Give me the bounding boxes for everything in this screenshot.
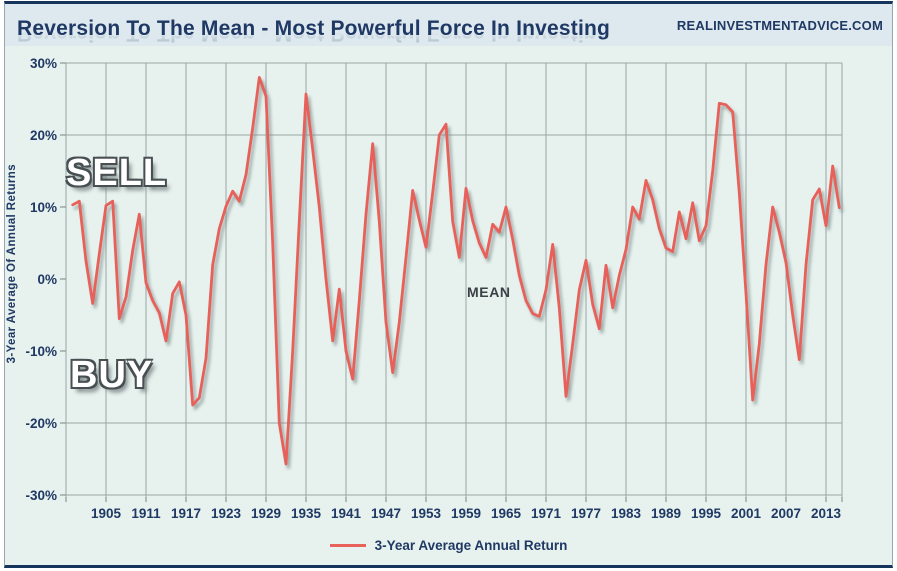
buy-label: BUY [70, 354, 154, 396]
y-axis-title: 3-Year Average Of Annual Returns [6, 164, 18, 364]
x-tick-label: 2001 [731, 506, 762, 521]
chart-frame: Reversion To The Mean - Most Powerful Fo… [4, 1, 893, 568]
reference-lines [66, 204, 842, 354]
legend: 3-Year Average Annual Return [5, 538, 892, 553]
title-bar: Reversion To The Mean - Most Powerful Fo… [5, 4, 892, 46]
mean-label: MEAN [467, 284, 511, 300]
y-tick-label: 10% [30, 200, 57, 215]
x-tick-label: 1905 [91, 506, 122, 521]
x-tick-label: 1989 [651, 506, 681, 521]
x-tick-label: 1935 [291, 506, 322, 521]
y-tick-label: -20% [25, 416, 57, 431]
x-tick-label: 2007 [771, 506, 801, 521]
x-tick-label: 2013 [811, 506, 842, 521]
x-tick-label: 1911 [131, 506, 161, 521]
x-tick-label: 1929 [251, 506, 281, 521]
x-tick-label: 1923 [211, 506, 242, 521]
plot-canvas: 30% 20% 10% 0% -10% -20% -30% 1905 1911 1917 1923 1… [25, 56, 843, 521]
x-tick-label: 1959 [451, 506, 481, 521]
x-tick-label: 1971 [531, 506, 562, 521]
chart-title: Reversion To The Mean - Most Powerful Fo… [17, 16, 611, 40]
x-tick-label: 1995 [691, 506, 722, 521]
series-line [71, 75, 841, 466]
x-tick-label: 1953 [411, 506, 442, 521]
y-tick-label: -30% [25, 488, 57, 503]
y-tick-label: -10% [25, 344, 57, 359]
y-tick-label: 0% [37, 272, 57, 287]
x-tick-label: 1977 [571, 506, 601, 521]
x-tick-label: 1941 [331, 506, 362, 521]
x-tick-label: 1965 [491, 506, 522, 521]
y-tick-label: 20% [30, 128, 57, 143]
y-tick-label: 30% [30, 56, 57, 71]
x-tick-label: 1983 [611, 506, 642, 521]
chart-area: 30% 20% 10% 0% -10% -20% -30% 1905 1911 1917 1923 1… [5, 46, 892, 565]
site-watermark: REALINVESTMENTADVICE.COM [676, 17, 883, 33]
sell-label: SELL [66, 152, 168, 194]
legend-label: 3-Year Average Annual Return [374, 538, 568, 553]
x-tick-label: 1917 [171, 506, 201, 521]
x-tick-label: 1947 [371, 506, 401, 521]
legend-line-sample [329, 544, 366, 547]
series-line-group [71, 75, 841, 466]
axis-ticks [60, 62, 843, 502]
tick-labels: 30% 20% 10% 0% -10% -20% -30% 1905 1911 1917 1923 1… [25, 56, 841, 521]
